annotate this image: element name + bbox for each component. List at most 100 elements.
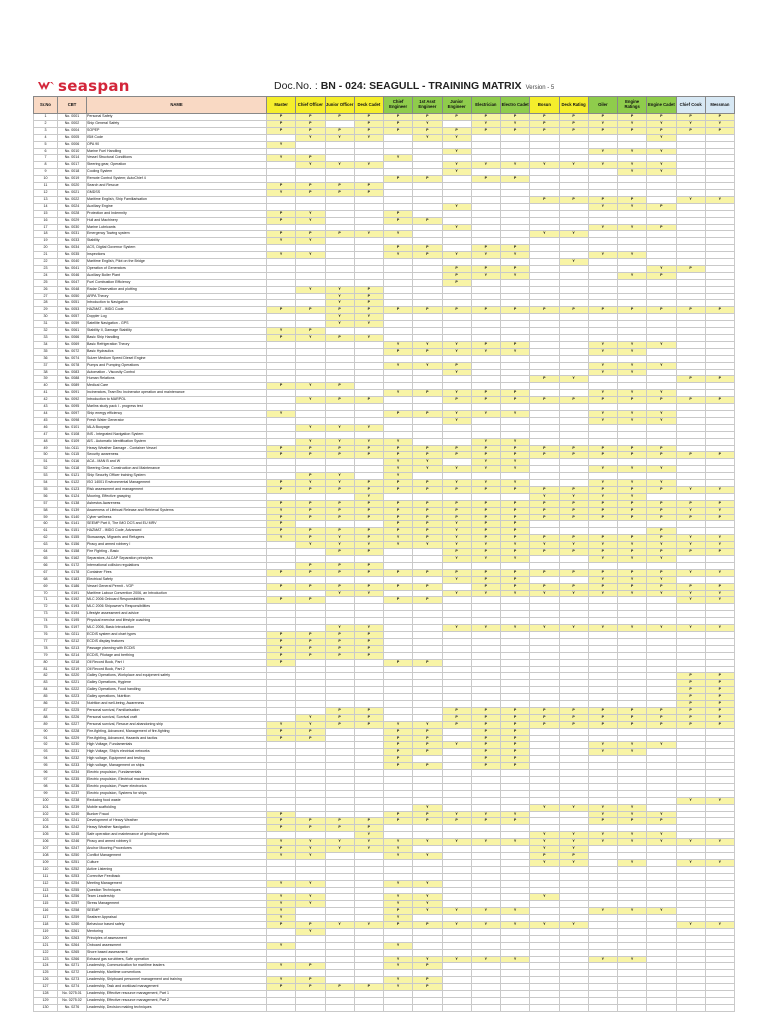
matrix-cell [412, 292, 443, 301]
matrix-cell: Y [616, 803, 648, 812]
matrix-cell [529, 796, 560, 805]
matrix-cell: P [441, 706, 472, 715]
matrix-cell: Y [265, 879, 297, 888]
matrix-cell: P [675, 499, 706, 508]
matrix-cell: P [441, 361, 472, 370]
row-sr-no: 9 [33, 168, 58, 177]
row-sr-no: 91 [33, 734, 58, 743]
matrix-cell [499, 776, 531, 784]
matrix-cell [616, 285, 648, 294]
matrix-cell [558, 575, 589, 584]
matrix-cell: P [470, 534, 502, 543]
matrix-cell [499, 299, 531, 308]
matrix-cell: P [353, 720, 385, 729]
matrix-cell [353, 271, 385, 280]
matrix-cell: Y [704, 596, 736, 605]
row-cbt-code: No. 0074 [57, 354, 87, 363]
matrix-cell [470, 327, 502, 335]
matrix-cell: Y [441, 907, 472, 916]
matrix-cell [382, 769, 414, 777]
row-sr-no: 1 [33, 113, 58, 121]
matrix-cell [499, 693, 531, 702]
matrix-cell: P [353, 299, 385, 308]
matrix-cell [412, 713, 443, 722]
row-sr-no: 10 [33, 175, 58, 184]
matrix-cell [529, 327, 560, 335]
matrix-cell [704, 168, 736, 177]
matrix-cell: Y [295, 251, 326, 260]
matrix-cell [587, 285, 619, 294]
matrix-cell [382, 990, 414, 998]
row-course-name: Mentoring [86, 927, 267, 936]
matrix-cell [499, 1003, 531, 1012]
table-row: 39 No. 0088 Human Relations P Y P P [33, 375, 736, 384]
row-cbt-code: No. 0272 [57, 969, 87, 978]
matrix-cell [616, 941, 648, 950]
matrix-cell: Y [265, 962, 297, 971]
matrix-cell [382, 672, 414, 681]
matrix-cell [265, 244, 297, 253]
matrix-cell [529, 927, 560, 936]
matrix-cell [265, 403, 297, 411]
col-header-cbt: CBT [57, 96, 87, 114]
row-sr-no: 63 [33, 541, 58, 550]
matrix-cell [587, 209, 619, 218]
matrix-cell: Y [499, 907, 531, 916]
matrix-cell [646, 672, 677, 681]
matrix-cell [441, 865, 472, 874]
matrix-cell [616, 782, 648, 791]
matrix-cell [412, 188, 443, 197]
matrix-cell [675, 230, 706, 239]
row-course-name: Security awareness [86, 451, 267, 460]
matrix-cell: Y [616, 389, 648, 398]
matrix-cell [441, 727, 472, 736]
matrix-cell: P [353, 582, 385, 591]
matrix-cell [470, 658, 502, 667]
matrix-cell: P [470, 727, 502, 736]
matrix-cell [616, 886, 648, 895]
matrix-cell [441, 292, 472, 301]
matrix-cell: P [587, 451, 619, 460]
matrix-cell [646, 1003, 677, 1012]
matrix-cell: P [382, 113, 414, 121]
matrix-cell: Y [441, 541, 472, 550]
matrix-cell [499, 879, 531, 888]
row-sr-no: 105 [33, 831, 58, 840]
matrix-cell: Y [499, 458, 531, 467]
matrix-cell: P [324, 499, 355, 508]
matrix-cell: P [353, 561, 385, 570]
matrix-cell: P [646, 582, 677, 591]
row-cbt-code: No. 0059 [57, 320, 87, 329]
matrix-cell [265, 195, 297, 204]
row-course-name: Galley Operations, Workplace and equipme… [86, 672, 267, 681]
matrix-cell [295, 168, 326, 177]
table-row: 98 No. 0236 Electric propulsion, Power ele… [33, 782, 736, 791]
matrix-cell: Y [295, 541, 326, 550]
matrix-cell: P [529, 444, 560, 453]
matrix-cell: Y [616, 168, 648, 177]
table-row: 28 No. 0051 Introduction to Navigation Y P [33, 299, 736, 308]
matrix-cell: P [499, 713, 531, 722]
matrix-cell: Y [646, 416, 677, 425]
matrix-cell: Y [295, 851, 326, 860]
matrix-cell [558, 941, 589, 950]
table-row: 52 No. 0118 Steering Gear, Construction an… [33, 465, 736, 474]
matrix-cell [499, 202, 531, 211]
matrix-cell [412, 776, 443, 784]
matrix-cell: Y [675, 485, 706, 494]
matrix-cell [704, 941, 736, 950]
matrix-cell: P [324, 444, 355, 453]
row-sr-no: 69 [33, 582, 58, 591]
matrix-cell [529, 879, 560, 888]
matrix-cell [353, 368, 385, 377]
matrix-cell [470, 927, 502, 936]
matrix-cell [265, 589, 297, 598]
matrix-cell: P [646, 706, 677, 715]
matrix-cell: Y [382, 983, 414, 992]
matrix-cell [412, 941, 443, 950]
row-cbt-code: No. 0057 [57, 313, 87, 322]
matrix-cell: P [499, 534, 531, 543]
matrix-cell [646, 962, 677, 971]
row-course-name: Personal survival, Familiarisation [86, 706, 267, 715]
header-row: Sr.No CBT NAME Master Chief Officer Junior… [33, 96, 736, 114]
